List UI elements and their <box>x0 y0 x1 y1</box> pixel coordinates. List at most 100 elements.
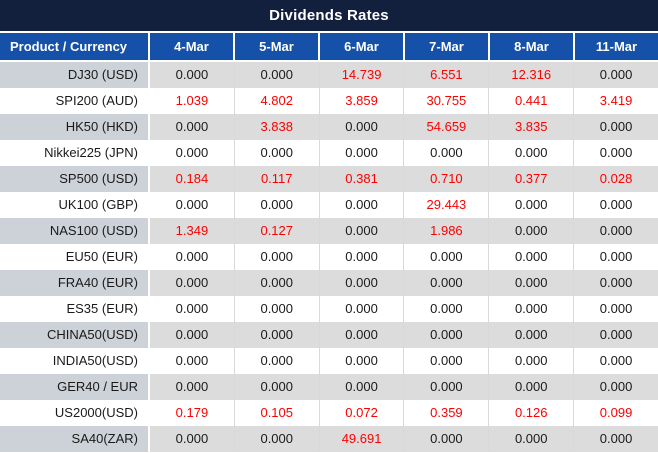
value-cell: 0.000 <box>574 426 658 452</box>
value-cell: 0.000 <box>404 322 490 348</box>
column-header-11-mar: 11-Mar <box>595 39 638 54</box>
value-cell: 12.316 <box>489 62 575 88</box>
value-cell: 0.000 <box>574 218 658 244</box>
table-row: FRA40 (EUR) 0.000 0.000 0.000 0.000 0.00… <box>0 270 658 296</box>
value-cell: 0.000 <box>489 192 575 218</box>
value-cell: 0.000 <box>234 62 320 88</box>
product-label: US2000(USD) <box>0 400 150 426</box>
value-cell: 0.000 <box>234 322 320 348</box>
value-cell: 0.127 <box>234 218 320 244</box>
value-cell: 49.691 <box>319 426 405 452</box>
product-label: CHINA50(USD) <box>0 322 150 348</box>
table-row: INDIA50(USD) 0.000 0.000 0.000 0.000 0.0… <box>0 348 658 374</box>
value-cell: 0.000 <box>574 114 658 140</box>
value-cell: 0.000 <box>150 348 235 374</box>
value-cell: 0.000 <box>235 348 320 374</box>
table-row: EU50 (EUR) 0.000 0.000 0.000 0.000 0.000… <box>0 244 658 270</box>
value-cell: 3.859 <box>320 88 405 114</box>
column-header-5-mar: 5-Mar <box>235 33 320 60</box>
value-cell: 0.000 <box>574 322 658 348</box>
value-cell: 4.802 <box>235 88 320 114</box>
value-cell: 0.000 <box>404 348 490 374</box>
value-cell: 0.710 <box>404 166 490 192</box>
value-cell: 0.000 <box>150 192 235 218</box>
value-cell: 0.000 <box>150 270 235 296</box>
product-label: EU50 (EUR) <box>0 244 150 270</box>
value-cell: 0.000 <box>404 270 490 296</box>
value-cell: 0.000 <box>234 374 320 400</box>
product-label: DJ30 (USD) <box>0 62 150 88</box>
value-cell: 0.000 <box>150 296 235 322</box>
value-cell: 0.000 <box>150 244 235 270</box>
value-cell: 0.000 <box>235 244 320 270</box>
value-cell: 0.000 <box>574 62 658 88</box>
value-cell: 0.000 <box>320 296 405 322</box>
value-cell: 0.000 <box>599 301 633 316</box>
value-cell: 1.986 <box>404 218 490 244</box>
product-label: ES35 (EUR) <box>0 296 150 322</box>
value-cell: 0.072 <box>320 400 405 426</box>
table-row: US2000(USD) 0.179 0.105 0.072 0.359 0.12… <box>0 400 658 426</box>
table-row: HK50 (HKD) 0.000 3.838 0.000 54.659 3.83… <box>0 114 658 140</box>
product-label: SA40(ZAR) <box>0 426 150 452</box>
table-body: DJ30 (USD) 0.000 0.000 14.739 6.551 12.3… <box>0 62 658 452</box>
value-cell: 0.000 <box>489 218 575 244</box>
page-title: Dividends Rates <box>269 7 389 24</box>
product-label: SP500 (USD) <box>0 166 150 192</box>
product-label: FRA40 (EUR) <box>0 270 150 296</box>
value-cell: 14.739 <box>319 62 405 88</box>
value-cell: 0.000 <box>150 62 235 88</box>
value-cell: 0.000 <box>319 114 405 140</box>
product-label: SPI200 (AUD) <box>0 88 150 114</box>
value-cell: 3.419 <box>599 93 633 108</box>
value-cell: 0.000 <box>235 192 320 218</box>
value-cell: 0.000 <box>320 140 405 166</box>
table-row: SP500 (USD) 0.184 0.117 0.381 0.710 0.37… <box>0 166 658 192</box>
value-cell: 0.000 <box>319 322 405 348</box>
table-row: ES35 (EUR) 0.000 0.000 0.000 0.000 0.000… <box>0 296 658 322</box>
column-header-product-currency: Product / Currency <box>0 33 150 60</box>
value-cell: 0.000 <box>404 140 490 166</box>
table-row: NAS100 (USD) 1.349 0.127 0.000 1.986 0.0… <box>0 218 658 244</box>
value-cell: 0.179 <box>150 400 235 426</box>
value-cell: 0.000 <box>319 374 405 400</box>
value-cell: 0.000 <box>235 140 320 166</box>
value-cell: 0.000 <box>319 218 405 244</box>
value-cell: 0.000 <box>404 374 490 400</box>
value-cell: 0.000 <box>320 244 405 270</box>
value-cell: 54.659 <box>404 114 490 140</box>
value-cell: 0.000 <box>489 270 575 296</box>
table-row: Nikkei225 (JPN) 0.000 0.000 0.000 0.000 … <box>0 140 658 166</box>
value-cell: 0.000 <box>320 192 405 218</box>
value-cell: 0.000 <box>404 296 490 322</box>
value-cell: 0.000 <box>599 145 633 160</box>
table-header-row: Product / Currency 4-Mar 5-Mar 6-Mar 7-M… <box>0 33 658 62</box>
table-row: UK100 (GBP) 0.000 0.000 0.000 29.443 0.0… <box>0 192 658 218</box>
value-cell: 0.000 <box>150 374 235 400</box>
value-cell: 0.000 <box>320 348 405 374</box>
value-cell: 0.381 <box>319 166 405 192</box>
value-cell: 0.000 <box>150 114 235 140</box>
value-cell: 0.000 <box>234 270 320 296</box>
value-cell: 0.126 <box>489 400 575 426</box>
table-row: DJ30 (USD) 0.000 0.000 14.739 6.551 12.3… <box>0 62 658 88</box>
value-cell: 0.000 <box>235 296 320 322</box>
table-row: SA40(ZAR) 0.000 0.000 49.691 0.000 0.000… <box>0 426 658 452</box>
value-cell: 0.000 <box>489 296 575 322</box>
value-cell: 0.117 <box>234 166 320 192</box>
product-label: UK100 (GBP) <box>0 192 150 218</box>
column-header-6-mar: 6-Mar <box>320 33 405 60</box>
value-cell: 0.000 <box>150 140 235 166</box>
value-cell: 1.349 <box>150 218 235 244</box>
value-cell: 0.028 <box>574 166 658 192</box>
product-label: HK50 (HKD) <box>0 114 150 140</box>
value-cell: 29.443 <box>404 192 490 218</box>
value-cell: 0.000 <box>599 353 633 368</box>
value-cell: 0.000 <box>234 426 320 452</box>
product-label: NAS100 (USD) <box>0 218 150 244</box>
value-cell: 0.000 <box>319 270 405 296</box>
value-cell: 3.838 <box>234 114 320 140</box>
value-cell: 0.000 <box>489 244 575 270</box>
value-cell: 0.000 <box>599 249 633 264</box>
table-row: CHINA50(USD) 0.000 0.000 0.000 0.000 0.0… <box>0 322 658 348</box>
